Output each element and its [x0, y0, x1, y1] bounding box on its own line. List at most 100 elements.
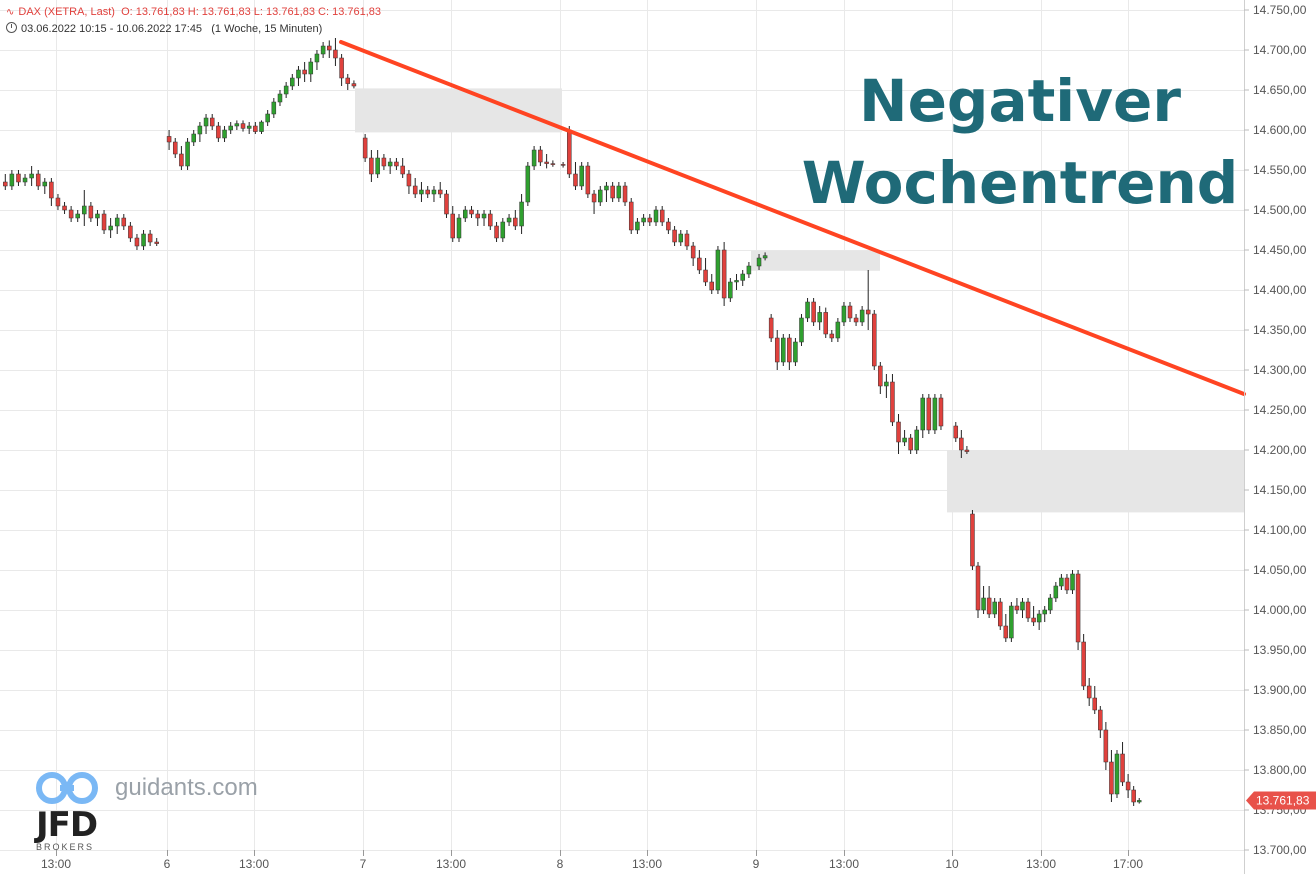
- ohlc-readout: O: 13.761,83 H: 13.761,83 L: 13.761,83 C…: [121, 6, 382, 18]
- candle-body: [345, 77, 351, 84]
- candle-body: [628, 201, 634, 231]
- candle-body: [450, 213, 455, 239]
- candle-body: [179, 153, 184, 167]
- y-tick-label: 14.750,00: [1253, 3, 1307, 17]
- candle-body: [308, 61, 314, 75]
- candle-body: [715, 249, 721, 291]
- y-tick-label: 14.200,00: [1253, 443, 1307, 457]
- candle-body: [166, 136, 172, 143]
- candle-body: [734, 280, 739, 283]
- candle-body: [653, 209, 659, 223]
- candle-body: [240, 123, 246, 129]
- y-tick-label: 14.000,00: [1253, 603, 1307, 617]
- candle-body: [3, 181, 8, 187]
- candle-body: [49, 181, 54, 199]
- candle-body: [774, 337, 780, 363]
- candle-body: [209, 117, 215, 127]
- candle-body: [1009, 605, 1014, 639]
- gap-zone: [947, 450, 1244, 513]
- candle-body: [666, 221, 671, 231]
- x-tick-label: 13:00: [1026, 857, 1056, 871]
- x-tick-label: 9: [753, 857, 760, 871]
- candle-body: [616, 185, 622, 199]
- y-tick-label: 13.900,00: [1253, 683, 1307, 697]
- candle-body: [419, 189, 424, 195]
- candle-body: [431, 189, 437, 195]
- candle-body: [762, 255, 768, 259]
- candle-body: [1114, 753, 1120, 795]
- candle-body: [62, 205, 67, 211]
- guidants-brand: guidants.com: [115, 774, 258, 801]
- candle-body: [134, 237, 140, 247]
- candle-body: [394, 161, 399, 167]
- candle-body: [604, 185, 609, 191]
- candle-body: [369, 157, 374, 175]
- candle-body: [55, 197, 61, 207]
- candle-body: [1120, 753, 1125, 783]
- candle-body: [970, 513, 975, 567]
- y-tick-label: 14.150,00: [1253, 483, 1307, 497]
- clock-icon: [6, 22, 17, 33]
- broker-logo: JFD: [36, 805, 98, 845]
- candle-body: [141, 233, 146, 247]
- candle-body: [519, 201, 524, 227]
- candle-body: [992, 601, 997, 615]
- y-tick-label: 14.450,00: [1253, 243, 1307, 257]
- candle-body: [444, 193, 449, 215]
- candle-body: [1064, 577, 1070, 591]
- candle-body: [672, 229, 677, 243]
- candle-body: [721, 249, 727, 299]
- candle-body: [641, 217, 646, 223]
- candle-body: [550, 163, 556, 165]
- candle-body: [1070, 573, 1075, 591]
- candle-body: [265, 113, 270, 123]
- candle-body: [938, 397, 944, 427]
- y-tick-label: 13.950,00: [1253, 643, 1307, 657]
- candle-body: [339, 57, 344, 79]
- candle-body: [579, 165, 584, 187]
- candle-body: [647, 217, 653, 223]
- candle-body: [1109, 761, 1114, 795]
- y-axis: 14.750,00 14.700,00 14.650,00 14.600,00 14.5…: [1244, 0, 1307, 874]
- candle-body: [865, 309, 871, 315]
- candle-body: [400, 165, 405, 175]
- candle-body: [68, 209, 74, 219]
- y-tick-label: 13.700,00: [1253, 843, 1307, 857]
- candle-body: [902, 437, 907, 443]
- candle-body: [787, 337, 792, 363]
- candle-body: [481, 213, 487, 219]
- candle-body: [475, 213, 481, 219]
- candle-body: [259, 121, 264, 132]
- candle-body: [437, 189, 443, 195]
- candle-body: [406, 173, 412, 187]
- candle-body: [9, 173, 15, 187]
- candle-body: [746, 265, 752, 275]
- candle-body: [42, 181, 48, 187]
- candle-body: [684, 233, 690, 247]
- candle-body: [29, 173, 34, 179]
- candle-body: [538, 149, 543, 163]
- candle-body: [890, 381, 895, 423]
- y-tick-label: 13.850,00: [1253, 723, 1307, 737]
- candle-body: [333, 49, 338, 59]
- candle-body: [560, 164, 566, 166]
- candle-body: [197, 125, 203, 135]
- candle-body: [829, 333, 835, 339]
- candle-body: [678, 233, 684, 243]
- candle-body: [320, 45, 326, 55]
- date-range: 03.06.2022 10:15 - 10.06.2022 17:45: [21, 23, 203, 35]
- candle-body: [1075, 573, 1081, 643]
- candle-body: [986, 597, 992, 615]
- candle-body: [709, 281, 714, 291]
- candle-body: [1003, 625, 1009, 639]
- candle-body: [932, 397, 938, 431]
- candle-body: [1103, 729, 1109, 763]
- candle-body: [703, 269, 708, 283]
- x-tick-label: 13:00: [239, 857, 269, 871]
- candle-body: [147, 233, 153, 243]
- candle-body: [271, 101, 277, 115]
- candle-body: [1042, 609, 1047, 615]
- candle-body: [975, 565, 981, 611]
- candle-body: [768, 317, 774, 339]
